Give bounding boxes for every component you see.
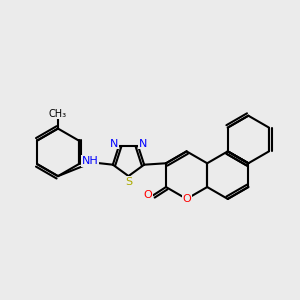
Text: NH: NH	[82, 156, 98, 166]
Text: O: O	[143, 190, 152, 200]
Text: N: N	[110, 139, 118, 148]
Text: CH₃: CH₃	[49, 109, 67, 119]
Text: N: N	[139, 139, 147, 148]
Text: S: S	[125, 177, 132, 187]
Text: O: O	[182, 194, 191, 204]
